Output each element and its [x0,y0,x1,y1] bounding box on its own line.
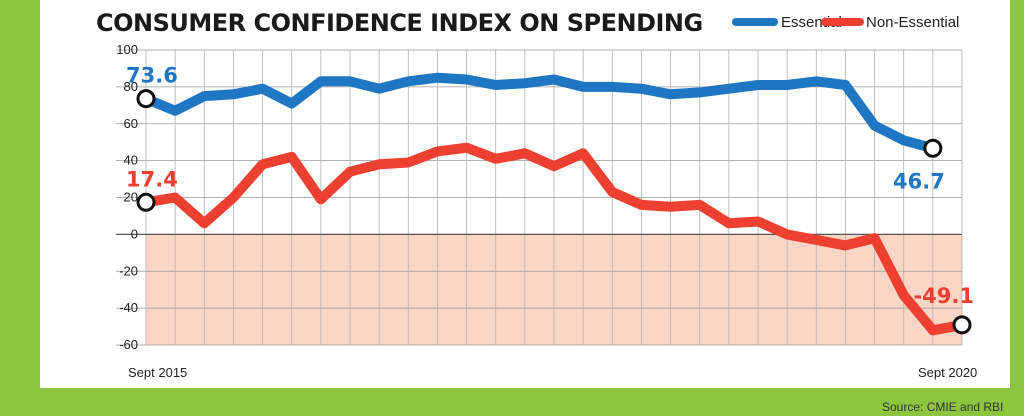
y-tick-label-7: -40 [119,300,138,315]
end-label-0: 46.7 [893,169,945,193]
x-tick-start: Sept 2015 [128,365,187,380]
y-tick-label-8: -60 [119,337,138,352]
legend-label-non-essential: Non-Essential [866,14,959,31]
source-note: Source: CMIE and RBI [882,400,1003,414]
start-label-1: 17.4 [126,167,178,191]
end-marker-1 [952,315,972,335]
y-tick-label-2: 60 [124,116,138,131]
y-tick-label-5: 0 [131,226,138,241]
chart-title: CONSUMER CONFIDENCE INDEX ON SPENDING [96,9,703,37]
end-label-1: -49.1 [913,284,974,308]
series-lines [141,72,967,336]
start-label-0: 73.6 [126,64,178,88]
series-line-0 [141,72,938,154]
end-marker-0 [923,138,943,158]
legend: Essential Non-Essential [732,14,959,31]
endpoint-labels: 73.6 46.7 17.4 -49.1 [126,64,974,308]
chart-card: 100 80 60 40 20 0 -20 -40 -60 73.6 46.7 17.4 -49.1 … [40,0,1010,388]
y-tick-label-4: 20 [124,190,138,205]
axis-tick-labels: 100 80 60 40 20 0 -20 -40 -60 [116,42,138,352]
y-tick-label-1: 80 [124,79,138,94]
endpoint-markers [136,89,972,335]
series-line-1 [141,142,967,336]
y-tick-label-0: 100 [116,42,138,57]
start-marker-1 [136,192,156,212]
y-tick-label-3: 40 [124,153,138,168]
x-tick-end: Sept 2020 [918,365,977,380]
start-marker-0 [136,89,156,109]
y-tick-label-6: -20 [119,263,138,278]
